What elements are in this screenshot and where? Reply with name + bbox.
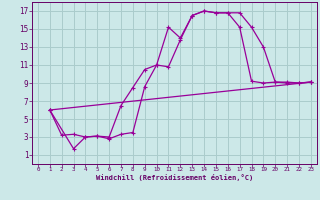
X-axis label: Windchill (Refroidissement éolien,°C): Windchill (Refroidissement éolien,°C) [96, 174, 253, 181]
